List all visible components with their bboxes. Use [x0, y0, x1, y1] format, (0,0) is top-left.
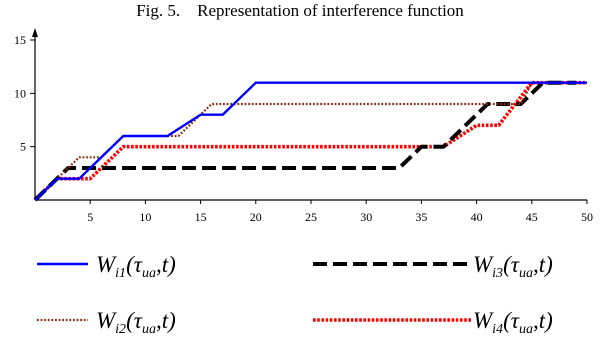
y-tick-label: 5 — [20, 140, 26, 154]
legend-label-3: Wi3(τua,t) — [473, 252, 553, 281]
x-tick-label: 45 — [526, 210, 538, 224]
x-tick-label: 35 — [415, 210, 427, 224]
x-tick-label: 5 — [87, 210, 93, 224]
legend-label-4: Wi4(τua,t) — [473, 308, 553, 337]
chart-legend: Wi1(τua,t) Wi2(τua,t) Wi3(τua,t) Wi4(τua,t) — [37, 252, 553, 337]
x-tick-label: 10 — [139, 210, 151, 224]
series-line-3 — [33, 80, 576, 202]
x-tick-label: 40 — [471, 210, 483, 224]
figure-title: Fig. 5. Representation of interference f… — [136, 1, 464, 20]
legend-label-1: Wi1(τua,t) — [96, 252, 176, 281]
y-axis-arrow — [32, 28, 38, 37]
legend-label-2: Wi2(τua,t) — [96, 308, 176, 337]
x-tick-label: 50 — [581, 210, 593, 224]
series-line-2 — [34, 81, 587, 201]
plot-area — [33, 80, 587, 202]
x-tick-label: 15 — [195, 210, 207, 224]
x-tick-label: 20 — [250, 210, 262, 224]
y-tick-label: 10 — [14, 86, 26, 100]
chart-axes — [32, 28, 587, 201]
axis-ticks: 5 10 15 20 25 30 35 40 45 50 5 10 15 — [14, 33, 593, 224]
x-tick-label: 30 — [360, 210, 372, 224]
x-tick-label: 25 — [305, 210, 317, 224]
y-tick-label: 15 — [14, 33, 26, 47]
series-line-1 — [34, 81, 587, 201]
